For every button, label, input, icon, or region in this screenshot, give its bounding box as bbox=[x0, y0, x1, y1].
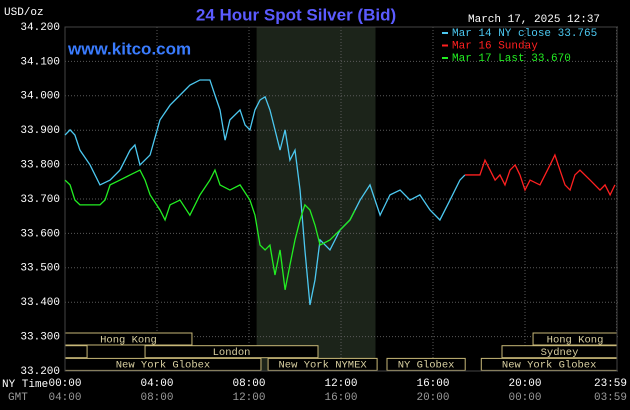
chart-title: 24 Hour Spot Silver (Bid) bbox=[196, 5, 396, 24]
session-label: Sydney bbox=[541, 347, 579, 359]
y-tick-label: 33.900 bbox=[20, 125, 60, 137]
y-tick-label: 34.000 bbox=[20, 91, 60, 103]
shaded-region bbox=[256, 27, 376, 371]
x-axis-label: NY Time bbox=[2, 379, 48, 391]
gmt-tick-label: 16:00 bbox=[324, 392, 357, 404]
x-tick-label: 08:00 bbox=[232, 378, 265, 390]
series-line bbox=[64, 79, 466, 306]
y-tick-label: 33.400 bbox=[20, 297, 60, 309]
x-tick-label: 20:00 bbox=[508, 378, 541, 390]
y-axis-unit: USD/oz bbox=[4, 7, 44, 19]
y-tick-label: 33.700 bbox=[20, 194, 60, 206]
session-box bbox=[267, 357, 378, 371]
legend-label: Mar 16 Sunday bbox=[452, 40, 538, 52]
session-label: London bbox=[213, 347, 251, 359]
session-label: New York Globex bbox=[116, 360, 211, 372]
session-label: Hong Kong bbox=[547, 334, 604, 346]
series-line bbox=[64, 168, 356, 290]
x-tick-label: 04:00 bbox=[140, 378, 173, 390]
y-tick-label: 33.600 bbox=[20, 228, 60, 240]
gmt-tick-label: 04:00 bbox=[48, 392, 81, 404]
y-tick-label: 33.300 bbox=[20, 332, 60, 344]
session-box bbox=[64, 345, 88, 359]
session-box bbox=[386, 357, 466, 371]
session-label: New York NYMEX bbox=[278, 360, 367, 372]
chart-date: March 17, 2025 12:37 bbox=[468, 14, 600, 26]
watermark: www.kitco.com bbox=[67, 39, 191, 58]
x-tick-label: 23:59 bbox=[594, 378, 627, 390]
x2-axis-label: GMT bbox=[8, 392, 28, 404]
x-tick-label: 16:00 bbox=[416, 378, 449, 390]
gmt-tick-label: 20:00 bbox=[416, 392, 449, 404]
session-label: Hong Kong bbox=[100, 334, 157, 346]
y-tick-label: 34.200 bbox=[20, 22, 60, 34]
gmt-tick-label: 12:00 bbox=[232, 392, 265, 404]
y-tick-label: 33.800 bbox=[20, 160, 60, 172]
gmt-tick-label: 00:00 bbox=[508, 392, 541, 404]
x-tick-label: 12:00 bbox=[324, 378, 357, 390]
y-tick-label: 33.200 bbox=[20, 366, 60, 378]
session-label: NY Globex bbox=[398, 360, 455, 372]
x-tick-label: 00:00 bbox=[48, 378, 81, 390]
session-box bbox=[144, 345, 319, 359]
legend-label: Mar 14 NY close 33.765 bbox=[452, 28, 597, 40]
series-line bbox=[464, 153, 616, 197]
legend-label: Mar 17 Last 33.670 bbox=[452, 53, 571, 65]
y-tick-label: 33.500 bbox=[20, 263, 60, 275]
session-label: New York Globex bbox=[502, 360, 597, 372]
plot-frame bbox=[64, 26, 618, 372]
gmt-tick-label: 08:00 bbox=[140, 392, 173, 404]
y-tick-label: 34.100 bbox=[20, 56, 60, 68]
gmt-tick-label: 03:59 bbox=[594, 392, 627, 404]
